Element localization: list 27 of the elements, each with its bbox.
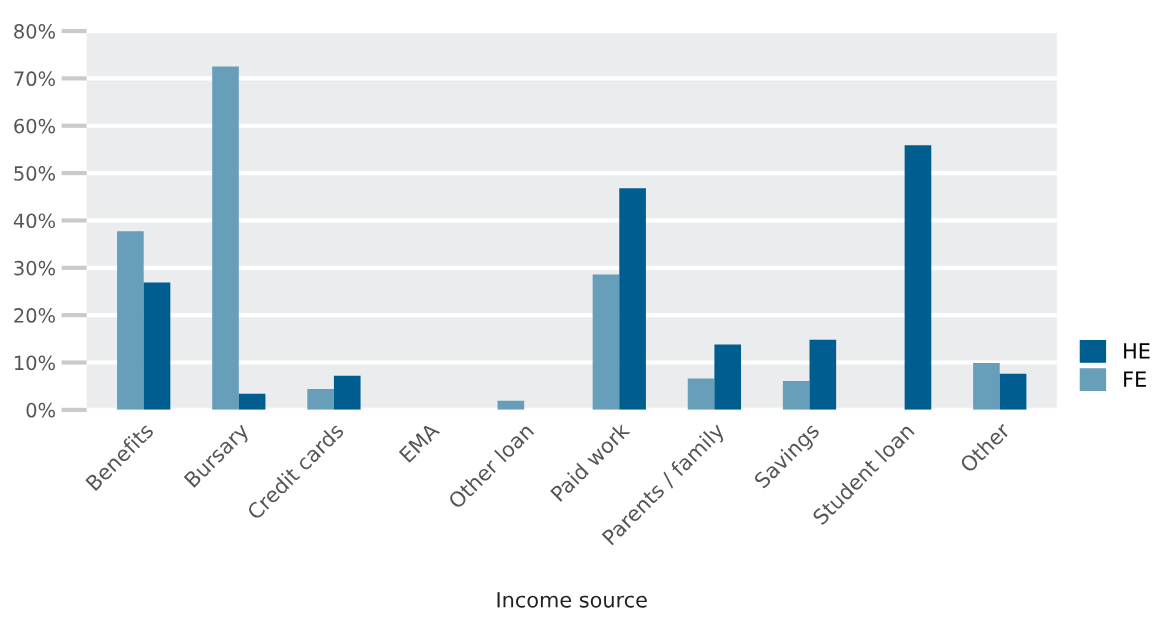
bar	[238, 393, 266, 410]
bar	[212, 66, 239, 410]
y-tick-label: 10%	[14, 355, 55, 371]
bar	[999, 373, 1027, 410]
y-tick-label: 80%	[14, 24, 55, 39]
bar	[117, 231, 144, 410]
y-tick-label: 60%	[14, 118, 55, 134]
bar	[904, 145, 932, 410]
bar	[307, 389, 334, 410]
x-axis-title: Income source	[497, 592, 647, 608]
legend-label: FE	[1124, 371, 1146, 387]
y-tick-label: 20%	[14, 308, 55, 323]
y-tick-label: 40%	[13, 213, 55, 229]
y-tick-label: 70%	[14, 71, 55, 87]
bar	[782, 380, 810, 410]
bar	[619, 188, 646, 410]
y-tick-label: 0%	[26, 402, 55, 418]
bar	[714, 344, 742, 410]
bar	[973, 362, 1000, 410]
y-tick-label: 30%	[14, 260, 55, 276]
legend-label: HE	[1124, 343, 1150, 359]
bar	[143, 282, 171, 410]
bar	[333, 375, 361, 410]
bar	[687, 378, 715, 410]
bar	[592, 274, 620, 410]
y-tick-label: 50%	[14, 166, 55, 181]
bar	[809, 339, 837, 410]
